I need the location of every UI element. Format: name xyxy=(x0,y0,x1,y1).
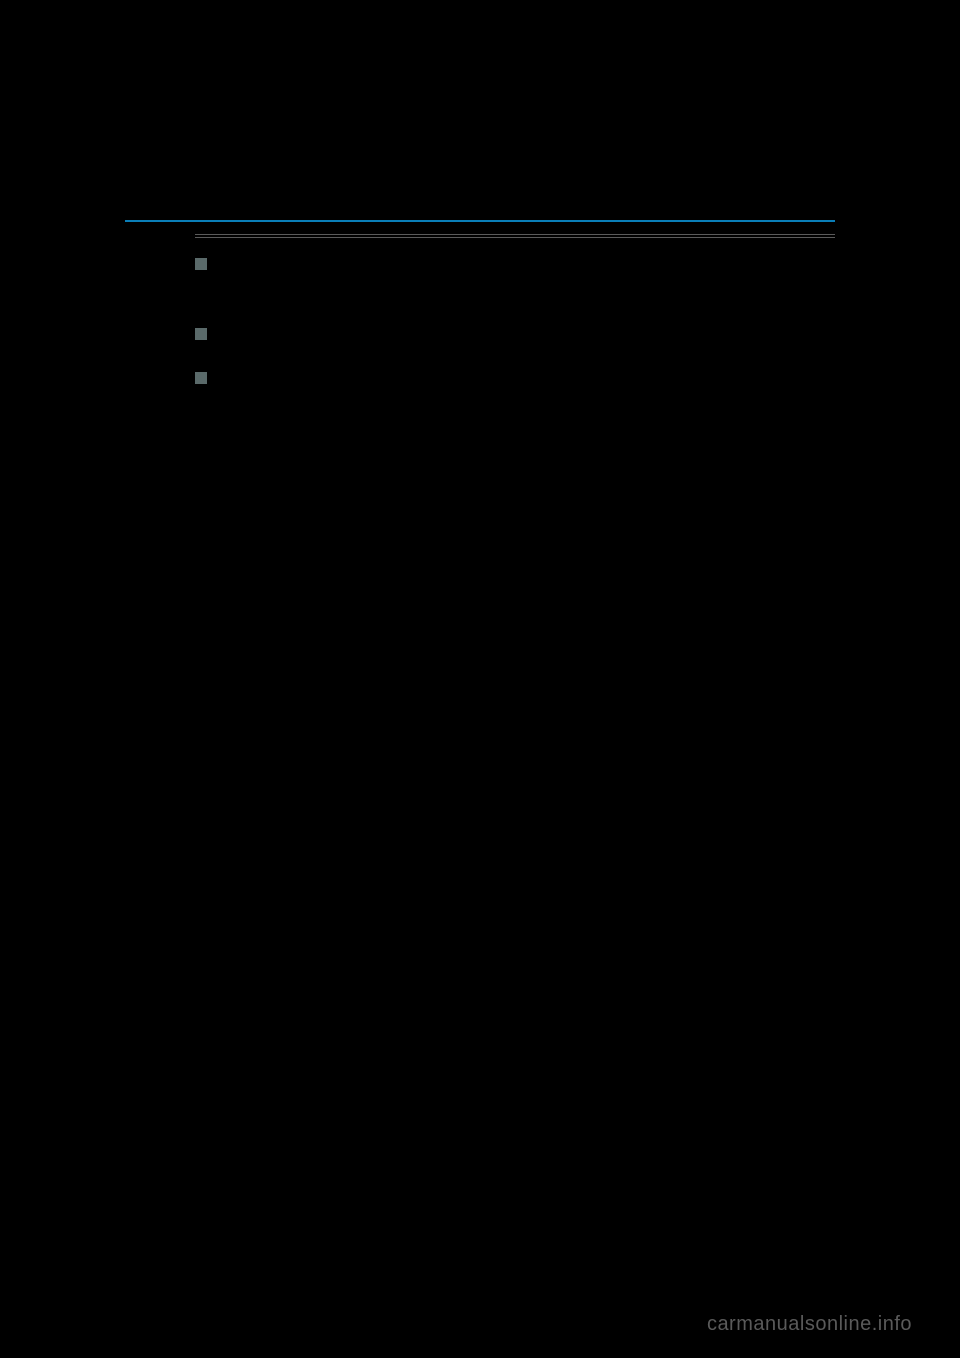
content-area xyxy=(195,234,835,384)
bullet-marker-icon xyxy=(195,328,207,340)
bullet-item xyxy=(195,256,835,270)
accent-divider xyxy=(125,220,835,222)
bullet-marker-icon xyxy=(195,372,207,384)
bullet-marker-icon xyxy=(195,258,207,270)
bullet-item xyxy=(195,370,835,384)
page-content xyxy=(125,220,835,434)
watermark-text: carmanualsonline.info xyxy=(707,1313,912,1336)
double-line-divider xyxy=(195,234,835,238)
bullet-item xyxy=(195,326,835,340)
